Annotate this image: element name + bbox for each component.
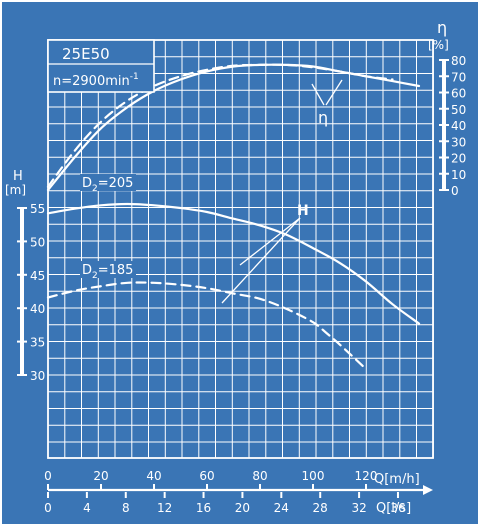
eta-callout-label: η xyxy=(318,108,328,127)
d205-value: =205 xyxy=(98,176,134,191)
h-axis-title: H xyxy=(13,169,23,184)
eta-axis-tick-label: 80 xyxy=(451,54,466,68)
d205-letter: D xyxy=(82,176,92,191)
q-mh-axis-title: Q[m/h] xyxy=(374,472,420,487)
d205-label-bg xyxy=(80,174,136,191)
h-callout-line-a xyxy=(239,217,301,266)
d185-label: D2=185 xyxy=(82,263,133,281)
q-ls-axis-tick-label: 36 xyxy=(390,501,405,515)
q-mh-axis-arrow xyxy=(423,485,433,495)
q-ls-axis-tick-label: 20 xyxy=(235,501,250,515)
eta-axis-tick-label: 20 xyxy=(451,152,466,166)
eta-axis-tick-label: 30 xyxy=(451,135,466,149)
eta-axis-tick-label: 70 xyxy=(451,70,466,84)
eta-axis-tick-label: 0 xyxy=(451,184,459,198)
q-mh-axis-tick-label: 60 xyxy=(199,469,214,483)
eta-callout-line-a xyxy=(311,83,325,106)
h-axis-tick-label: 45 xyxy=(30,269,45,283)
h-axis-unit: [m] xyxy=(5,183,26,197)
q-mh-axis-tick-label: 40 xyxy=(146,469,161,483)
h-axis-tick-label: 35 xyxy=(30,336,45,350)
eta-axis-unit: [%] xyxy=(428,38,449,52)
h-axis-tick-label: 30 xyxy=(30,369,45,383)
eta-axis-title: η xyxy=(437,18,447,37)
curve-labels: D2=205 D2=185 H η xyxy=(80,79,343,304)
q-mh-axis-tick-label: 80 xyxy=(252,469,267,483)
axis-titles: H [m] η [%] Q[m/h] Q[l/s] xyxy=(5,18,449,516)
eta-axis-tick-label: 60 xyxy=(451,87,466,101)
q-mh-axis-tick-label: 20 xyxy=(93,469,108,483)
h-axis-tick-label: 40 xyxy=(30,302,45,316)
speed-text: n=2900min xyxy=(53,74,130,89)
eta-axis-tick-label: 40 xyxy=(451,119,466,133)
curves xyxy=(46,63,421,371)
q-ls-axis-tick-label: 12 xyxy=(157,501,172,515)
eta-axis-tick-label: 10 xyxy=(451,168,466,182)
d205-label: D2=205 xyxy=(82,176,133,194)
q-mh-axis-tick-label: 0 xyxy=(44,469,52,483)
h-axis-tick-label: 50 xyxy=(30,235,45,249)
q-ls-axis-tick-label: 8 xyxy=(122,501,130,515)
q-ls-axis-tick-label: 28 xyxy=(313,501,328,515)
chart-title: 25E50 xyxy=(62,45,110,63)
d205-subscript: 2 xyxy=(92,184,98,194)
q-ls-axis-tick-label: 0 xyxy=(44,501,52,515)
header-box: 25E50 n=2900min-1 xyxy=(47,39,155,93)
header-box-border xyxy=(47,39,155,93)
eta-curve-d185 xyxy=(46,63,394,188)
h-callout-label: H xyxy=(297,203,309,219)
grid xyxy=(47,39,434,459)
d185-letter: D xyxy=(82,263,92,278)
head-curve-d185 xyxy=(46,281,368,371)
q-ls-axis-title: Q[l/s] xyxy=(376,501,411,516)
d185-label-bg xyxy=(80,261,136,278)
q-ls-axis-tick-label: 16 xyxy=(196,501,211,515)
q-ls-axis-tick-label: 4 xyxy=(83,501,91,515)
h-callout-line-b xyxy=(221,217,301,304)
q-ls-axis-tick-label: 24 xyxy=(274,501,289,515)
h-axis-tick-label: 55 xyxy=(30,202,45,216)
head-curve-d205 xyxy=(46,202,421,325)
d185-subscript: 2 xyxy=(92,271,98,281)
q-ls-axis-tick-label: 32 xyxy=(351,501,366,515)
plot-border xyxy=(47,39,434,459)
q-mh-axis-tick-label: 100 xyxy=(302,469,325,483)
speed-label: n=2900min-1 xyxy=(53,72,139,89)
eta-axis-tick-label: 50 xyxy=(451,103,466,117)
q-mh-axis-tick-label: 120 xyxy=(355,469,378,483)
speed-exponent: -1 xyxy=(130,72,139,82)
eta-callout-line-b xyxy=(325,79,343,106)
d185-value: =185 xyxy=(98,263,134,278)
